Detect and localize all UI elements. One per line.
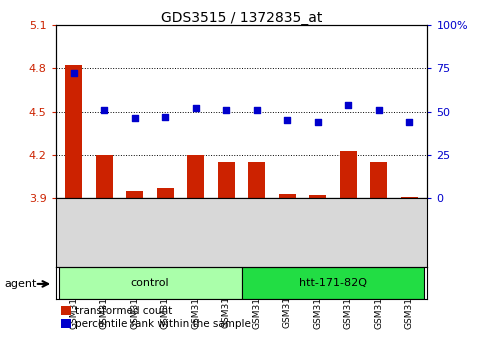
Point [284, 118, 291, 123]
Bar [66, 65, 82, 198]
Bar [242, 267, 425, 299]
Text: htt-171-82Q: htt-171-82Q [299, 278, 367, 288]
Point [253, 107, 261, 113]
Point [100, 107, 108, 113]
Bar [127, 191, 143, 198]
Bar [370, 162, 387, 198]
Bar [401, 197, 417, 198]
Bar [187, 155, 204, 198]
Legend: transformed count, percentile rank within the sample: transformed count, percentile rank withi… [61, 306, 251, 329]
Point [405, 119, 413, 125]
Bar [218, 162, 235, 198]
Point [344, 102, 352, 107]
Text: agent: agent [5, 279, 37, 289]
Bar [279, 194, 296, 198]
Bar [58, 267, 242, 299]
Bar [248, 162, 265, 198]
Point [192, 105, 199, 111]
Point [314, 119, 322, 125]
Point [222, 107, 230, 113]
Text: control: control [131, 278, 170, 288]
Point [375, 107, 383, 113]
Bar [309, 195, 326, 198]
Point [161, 114, 169, 120]
Bar [157, 188, 174, 198]
Text: GDS3515 / 1372835_at: GDS3515 / 1372835_at [161, 11, 322, 25]
Bar [96, 155, 113, 198]
Bar [340, 150, 356, 198]
Point [131, 116, 139, 121]
Point [70, 70, 78, 76]
